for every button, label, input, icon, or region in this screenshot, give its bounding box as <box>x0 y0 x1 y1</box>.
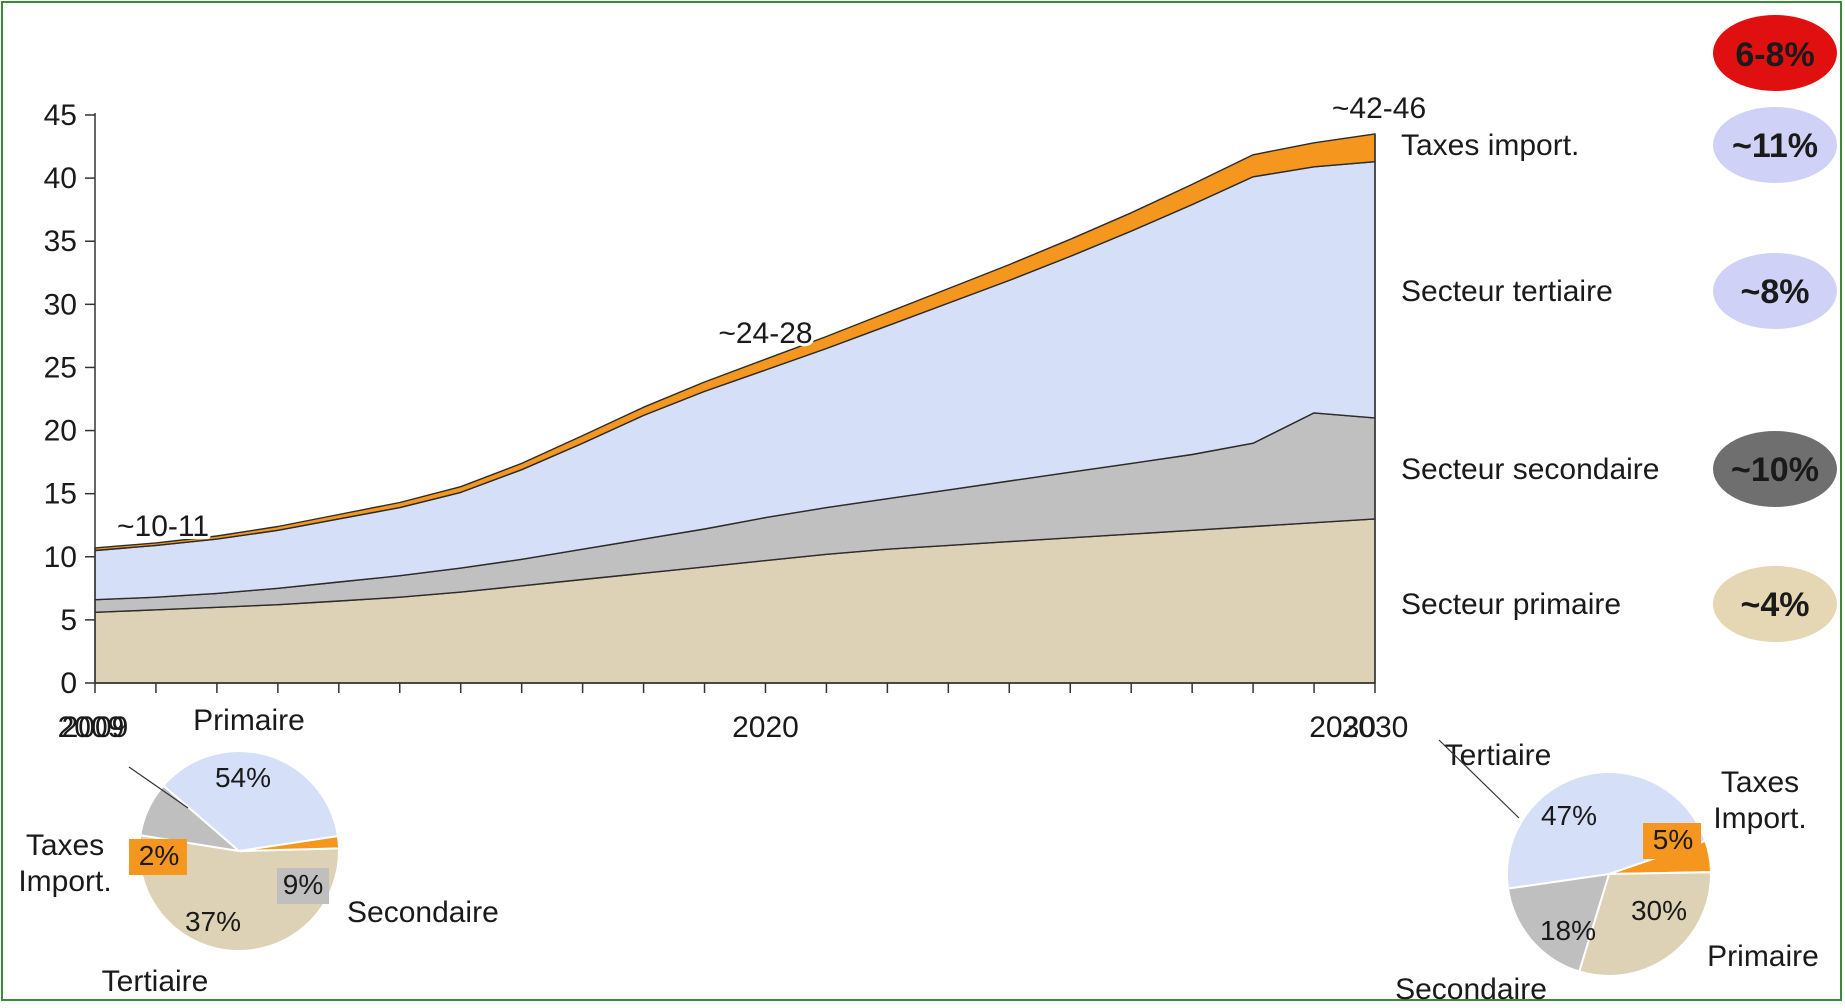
y-tick-label: 40 <box>44 162 77 195</box>
pie-small-slice-box <box>1643 823 1701 859</box>
stacked-area-chart: 0 5 10 15 20 25 30 35 40 45 2009 2020 2030 ~10-11 ~24… <box>18 15 1837 1006</box>
growth-badge-text: ~4% <box>1741 586 1810 624</box>
pie-slice <box>1506 872 1611 973</box>
pie-category-label: Secondaire <box>347 896 499 929</box>
pie-slice-label: 47% <box>1541 800 1597 831</box>
growth-badge <box>1713 107 1837 183</box>
pie-category-label: Import. <box>18 865 111 898</box>
pie-slice <box>1505 771 1707 890</box>
pie-category-label: Secondaire <box>1395 973 1547 1003</box>
pie-year-label: 2009 <box>58 711 125 744</box>
pie-slice <box>238 834 341 852</box>
legend-label: Taxes import. <box>1401 129 1579 162</box>
growth-badge-text: ~10% <box>1731 451 1819 489</box>
y-tick-label: 30 <box>44 288 77 321</box>
pie-slice <box>161 750 340 853</box>
legend-label: Secteur tertiaire <box>1401 275 1613 308</box>
x-tick-label: 2009 <box>62 711 129 744</box>
pie-category-label: Tertiaire <box>1445 739 1552 772</box>
legend-group: Taxes import. ~11% Secteur tertiaire ~8% Sec… <box>1401 15 1837 642</box>
pie-charts-group: 2009 54% Primaire 9% Secondaire 37% Tertiaire 2… <box>18 704 1819 1006</box>
growth-badge-text: ~11% <box>1732 127 1818 165</box>
pie-leader-line <box>1438 739 1520 819</box>
growth-badge <box>1713 431 1837 507</box>
pie-leader-line <box>128 766 189 809</box>
pie-small-slice-box <box>277 868 329 904</box>
pie-category-label: Import. <box>1713 802 1806 835</box>
y-tick-label: 25 <box>44 351 77 384</box>
y-tick-label: 0 <box>60 667 77 700</box>
x-tick-label: 2030 <box>1342 711 1409 744</box>
growth-badge-text: ~8% <box>1741 273 1810 311</box>
pie-slice <box>1577 871 1713 977</box>
pie-slice-label: 2% <box>139 840 179 871</box>
y-tick-label: 20 <box>44 415 77 448</box>
pie-slice-label: 30% <box>1631 895 1687 926</box>
pie-small-slice-box <box>129 839 187 875</box>
pie-slice-label: 18% <box>1540 915 1596 946</box>
legend-label: Secteur primaire <box>1401 588 1621 621</box>
pie-category-label: Taxes <box>26 829 104 862</box>
total-annotation: ~24-28 <box>718 317 812 350</box>
pie-category-label: Taxes <box>1721 766 1799 799</box>
total-annotations-group: ~10-11 ~24-28 ~42-46 <box>114 89 1429 546</box>
y-tick-label: 35 <box>44 225 77 258</box>
pie-category-label: Primaire <box>1707 940 1819 973</box>
y-tick-label: 5 <box>60 604 77 637</box>
pie-slice-label: 37% <box>185 906 241 937</box>
pie-category-label: Tertiaire <box>102 965 209 998</box>
total-annotation: ~42-46 <box>1332 92 1426 125</box>
area-series-group <box>94 133 1376 684</box>
total-growth-badge <box>1713 15 1837 91</box>
axes-group: 0 5 10 15 20 25 30 35 40 45 2009 2020 2030 <box>44 99 1409 744</box>
x-tick-label: 2020 <box>732 711 799 744</box>
pie-year-label: 2030 <box>1309 711 1376 744</box>
legend-label: Secteur secondaire <box>1401 453 1660 486</box>
growth-badge <box>1713 566 1837 642</box>
y-tick-label: 45 <box>44 99 77 132</box>
pie-slice-label: 5% <box>1653 824 1693 855</box>
total-growth-badge-text: 6-8% <box>1735 36 1814 74</box>
pie-slice <box>138 834 341 953</box>
total-annotation: ~10-11 <box>117 510 209 543</box>
y-tick-label: 10 <box>44 541 77 574</box>
pie-category-label: Primaire <box>193 704 305 737</box>
pie-slice-label: 9% <box>283 869 323 900</box>
growth-badge <box>1713 253 1837 329</box>
pie-slice-label: 54% <box>215 762 271 793</box>
y-tick-label: 15 <box>44 478 77 511</box>
